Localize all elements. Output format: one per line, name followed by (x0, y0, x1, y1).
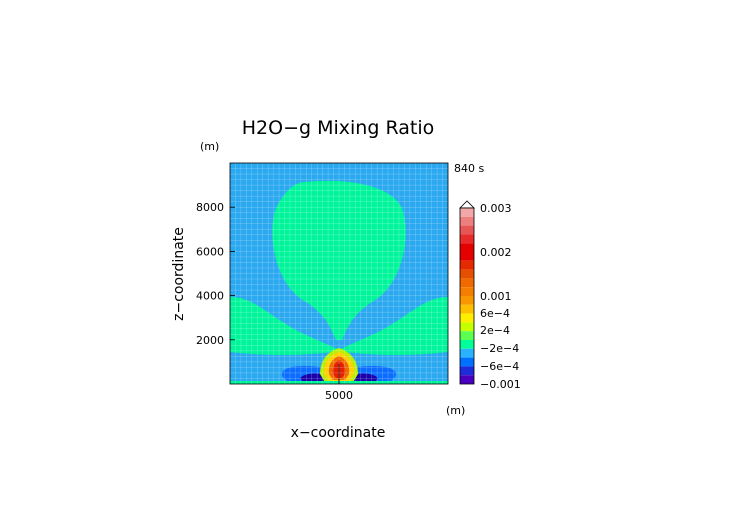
colorbar-label: 0.002 (480, 246, 512, 259)
y-tick-label: 6000 (196, 245, 224, 258)
colorbar-swatch (460, 304, 474, 314)
colorbar-label: 0.003 (480, 202, 512, 215)
colorbar-swatch (460, 366, 474, 376)
x-unit: (m) (446, 404, 465, 417)
y-tick-label: 4000 (196, 290, 224, 303)
colorbar-label: −6e−4 (480, 360, 519, 373)
colorbar-frame (459, 207, 475, 385)
x-tick-label: 5000 (325, 389, 353, 402)
colorbar-label: −0.001 (480, 378, 521, 391)
x-axis-label: x−coordinate (291, 425, 386, 441)
colorbar-swatch (460, 278, 474, 288)
colorbar-swatch (460, 252, 474, 261)
colorbar-swatch (460, 313, 474, 323)
colorbar-label: 2e−4 (480, 324, 510, 337)
contour-region-2 (230, 296, 448, 355)
colorbar: 0.003 0.002 0.001 6e−4 2e−4 −2e−4 −6e−4 −0.001 (459, 200, 521, 391)
colorbar-swatch (460, 208, 474, 217)
x-ticks: 5000 (325, 379, 353, 402)
colorbar-swatch (460, 234, 474, 244)
colorbar-swatch (460, 287, 474, 296)
colorbar-swatch (460, 348, 474, 358)
colorbar-swatch (460, 269, 474, 279)
y-axis-label: z−coordinate (171, 227, 187, 321)
grid-lines (230, 163, 448, 384)
colorbar-label: −2e−4 (480, 342, 519, 355)
y-ticks: 2000 4000 6000 8000 (196, 201, 235, 347)
time-label: 840 s (454, 162, 484, 175)
colorbar-label: 6e−4 (480, 307, 510, 320)
colorbar-swatch (460, 216, 474, 226)
colorbar-swatch (460, 243, 474, 252)
colorbar-swatch (460, 331, 474, 340)
colorbar-swatch (460, 340, 474, 349)
colorbar-swatch (460, 357, 474, 367)
colorbar-swatch (460, 322, 474, 332)
plot-area: 5000 2000 4000 6000 8000 (196, 162, 449, 402)
colorbar-arrow (459, 200, 475, 209)
colorbar-label: 0.001 (480, 290, 512, 303)
colorbar-swatch (460, 375, 474, 384)
colorbar-swatch (460, 296, 474, 305)
contour-region-1 (272, 180, 406, 340)
colorbar-swatch (460, 225, 474, 235)
colorbar-swatches (460, 208, 474, 384)
colorbar-labels: 0.003 0.002 0.001 6e−4 2e−4 −2e−4 −6e−4 −0.001 (480, 202, 521, 391)
y-tick-label: 8000 (196, 201, 224, 214)
chart-title: H2O−g Mixing Ratio (242, 117, 434, 139)
contour-regions (230, 180, 448, 384)
colorbar-swatch (460, 260, 474, 270)
y-tick-label: 2000 (196, 334, 224, 347)
y-unit: (m) (200, 140, 219, 153)
